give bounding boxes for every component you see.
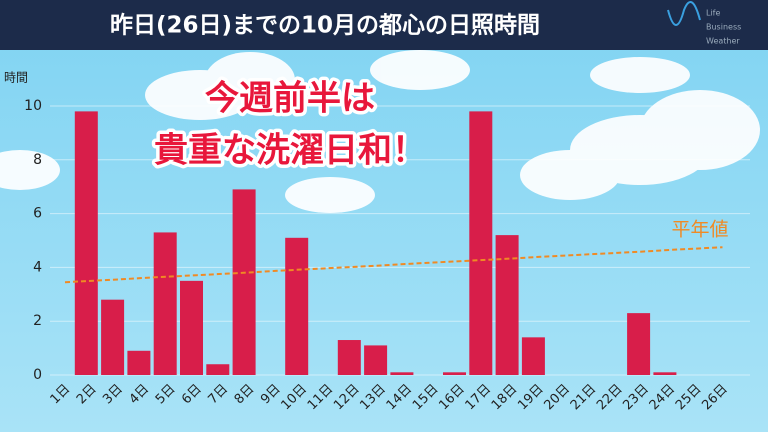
bar xyxy=(153,232,177,375)
y-tick-label: 10 xyxy=(24,98,42,114)
clouds xyxy=(0,50,760,213)
bar xyxy=(285,237,309,375)
logo-text: Weather xyxy=(706,37,740,46)
header xyxy=(0,0,768,50)
bar xyxy=(495,235,519,375)
bar xyxy=(521,337,545,375)
normal-line xyxy=(64,246,723,284)
y-tick-label: 0 xyxy=(33,367,42,383)
bar xyxy=(469,111,493,375)
bar xyxy=(206,364,230,375)
bar xyxy=(653,372,677,375)
logo-text: Business xyxy=(706,23,741,32)
bar xyxy=(443,372,466,375)
bar xyxy=(627,313,651,375)
chart-title: 昨日(26日)までの10月の都心の日照時間 xyxy=(110,12,540,39)
bar xyxy=(127,350,151,375)
y-tick-label: 4 xyxy=(33,259,42,275)
bar xyxy=(337,340,361,375)
bar xyxy=(390,372,414,375)
bar xyxy=(101,299,125,375)
y-tick-label: 2 xyxy=(33,313,42,329)
logo-mark xyxy=(667,1,701,26)
logo-text: Life xyxy=(706,9,720,18)
annotation: 今週前半は xyxy=(205,79,375,119)
bar xyxy=(232,189,256,375)
bar xyxy=(364,345,388,375)
annotation: 貴重な洗濯日和！ xyxy=(154,131,426,171)
y-tick-label: 6 xyxy=(33,206,42,222)
bar xyxy=(180,280,203,375)
y-tick-label: 8 xyxy=(33,152,42,168)
bar xyxy=(74,111,98,375)
legend-label: 平年値 xyxy=(671,219,728,241)
y-axis-label: 時間 xyxy=(4,71,28,85)
